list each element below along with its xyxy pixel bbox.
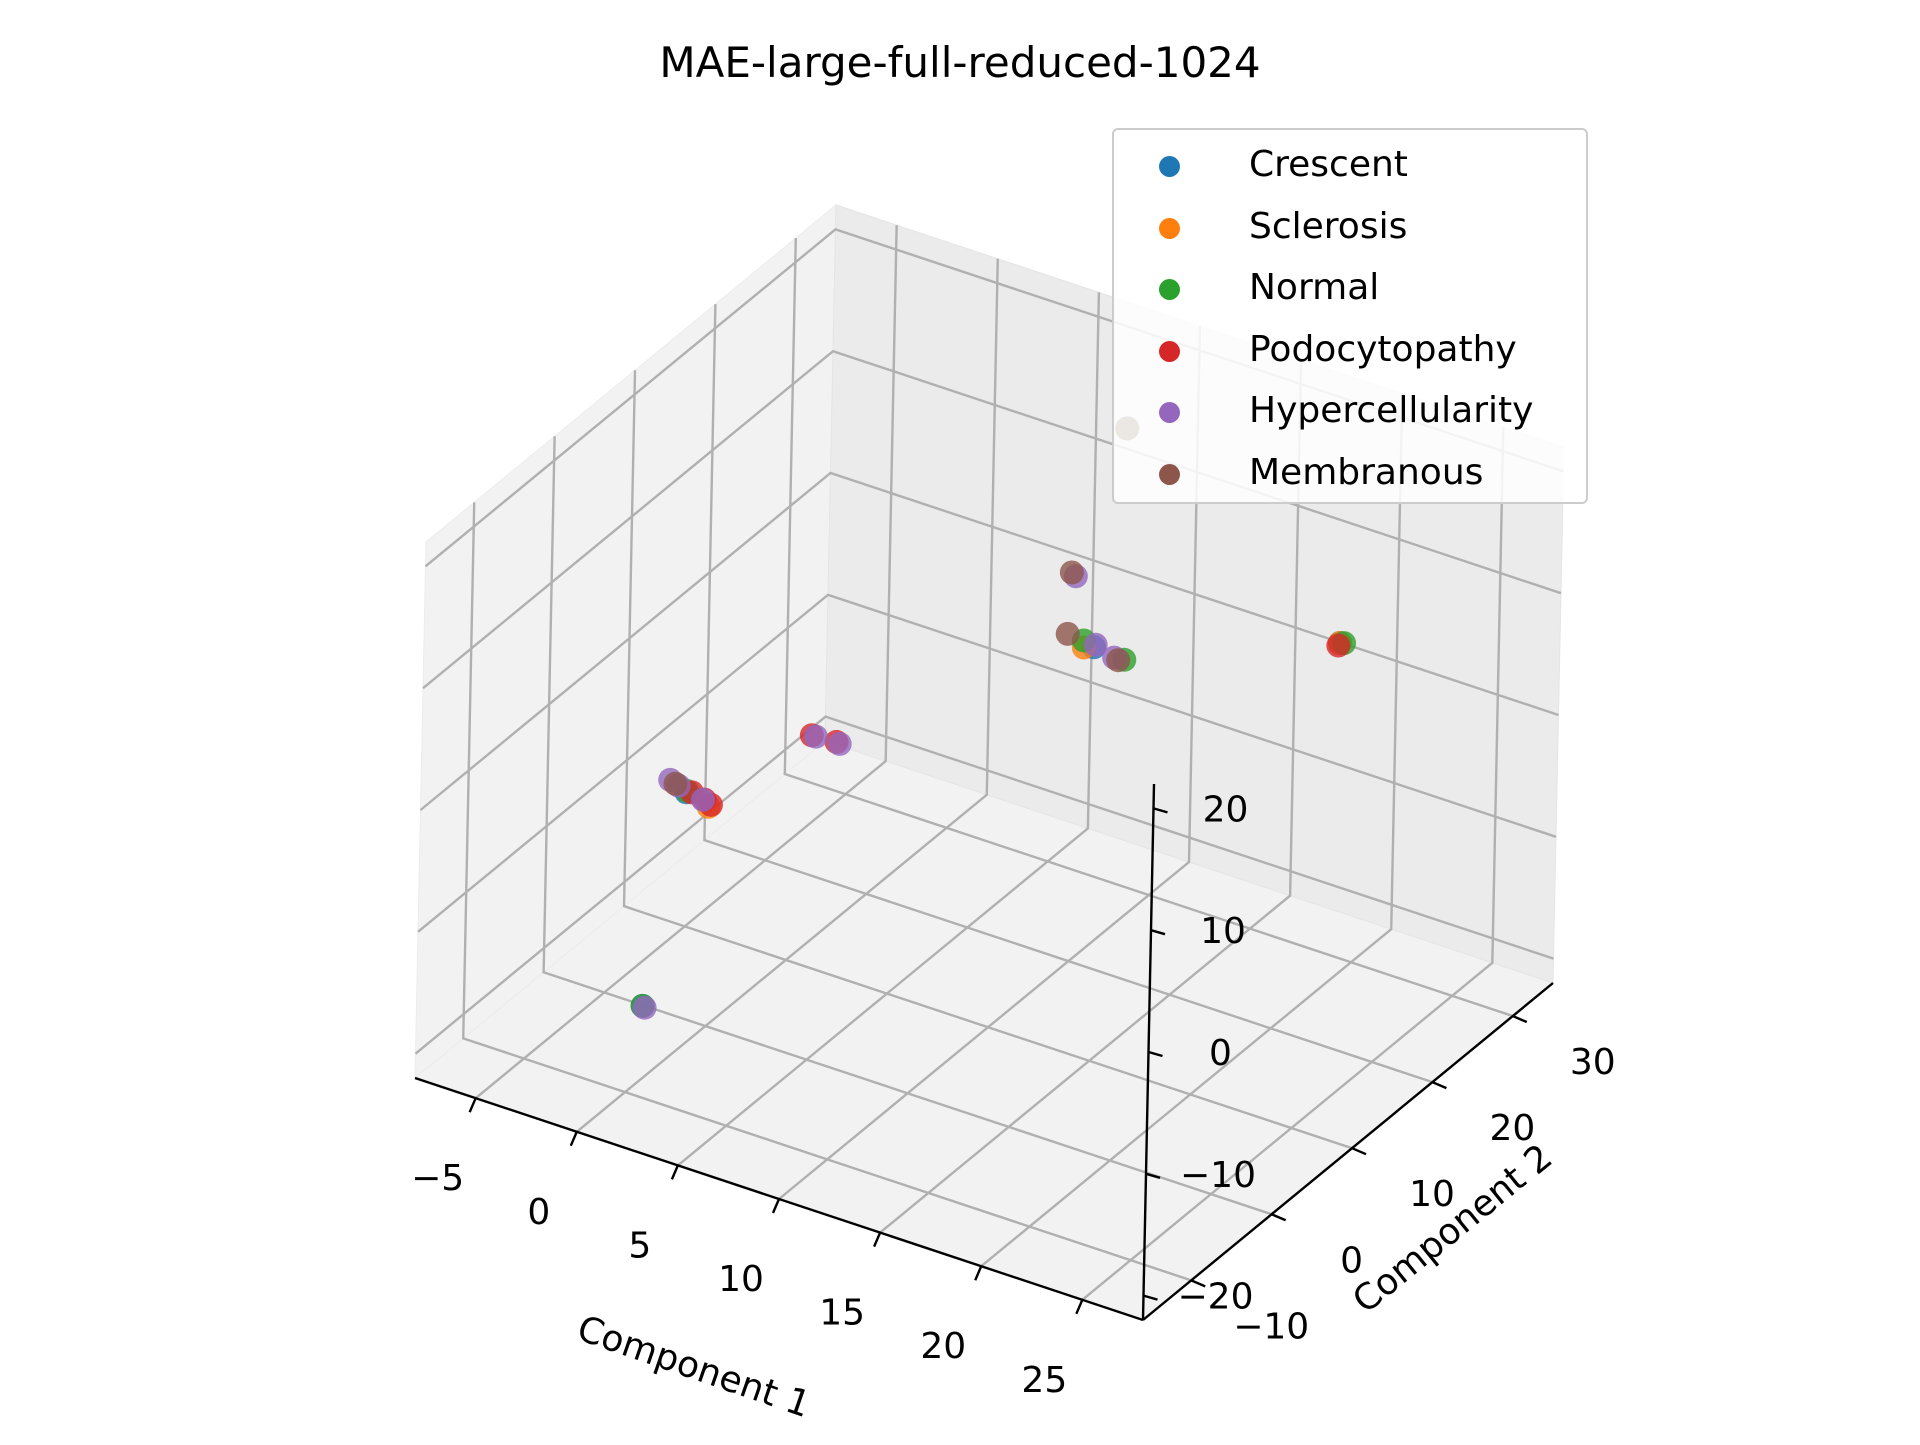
tick-marks: [468, 807, 1528, 1315]
y-grid-line: [703, 304, 1433, 1084]
z-tick: [1150, 929, 1166, 936]
y-grid-line: [783, 238, 1514, 1018]
data-points: [630, 416, 1357, 1020]
z-grid-line: [422, 349, 1562, 690]
y-tick: [1351, 1147, 1367, 1156]
y-grid-line: [622, 370, 1353, 1150]
legend-entry: Membranous: [1114, 448, 1584, 498]
data-point: [663, 771, 688, 796]
legend-marker: [1159, 279, 1180, 300]
legend-marker: [1159, 463, 1180, 485]
y-tick-label: −10: [1233, 1306, 1309, 1347]
data-point: [1059, 560, 1084, 585]
z-tick: [1145, 1172, 1161, 1179]
legend-label: Sclerosis: [1249, 205, 1408, 247]
x-tick: [974, 1265, 983, 1281]
data-point: [827, 731, 852, 756]
x-grid-line: [879, 359, 1303, 1234]
y-tick: [1271, 1213, 1287, 1222]
legend-marker: [1159, 156, 1180, 177]
chart-title: MAE-large-full-reduced-1024: [659, 38, 1261, 87]
x-grid-line: [1081, 426, 1505, 1301]
legend-entry: Normal: [1114, 263, 1584, 313]
legend: Crescent Sclerosis Normal Podocytopathy Hype…: [1112, 128, 1588, 504]
x-grid-line: [474, 225, 898, 1100]
x-grid-line: [576, 258, 999, 1133]
y-tick: [1431, 1081, 1447, 1090]
data-point: [1055, 621, 1080, 646]
z-tick-label: 20: [1203, 789, 1249, 830]
x-tick-label: −5: [411, 1158, 464, 1199]
z-tick: [1143, 1294, 1158, 1301]
x-tick: [1075, 1299, 1084, 1315]
y-tick: [1512, 1014, 1528, 1024]
y-grid-line: [542, 436, 1273, 1216]
x-grid-line: [677, 292, 1101, 1167]
grid-lines: [414, 225, 1564, 1301]
x-tick-label: 10: [718, 1259, 764, 1300]
legend-marker: [1159, 402, 1180, 423]
legend-label: Membranous: [1249, 451, 1484, 493]
legend-label: Hypercellularity: [1249, 390, 1534, 431]
legend-entry: Podocytopathy: [1114, 325, 1584, 375]
legend-marker: [1159, 217, 1180, 239]
y-grid-line: [462, 502, 1192, 1282]
z-tick-label: −20: [1178, 1277, 1254, 1318]
y-tick-label: 10: [1409, 1174, 1455, 1215]
legend-entry: Hypercellularity: [1114, 386, 1584, 436]
x-grid-line: [980, 393, 1404, 1268]
x-tick: [670, 1164, 679, 1180]
z-tick-label: 10: [1200, 911, 1246, 952]
y-tick: [1190, 1279, 1206, 1288]
z-tick: [1148, 1050, 1163, 1058]
legend-entry: Crescent: [1114, 140, 1584, 190]
x-tick: [569, 1131, 578, 1147]
z-tick: [1153, 807, 1168, 814]
z-grid-line: [414, 715, 1554, 1055]
legend-label: Crescent: [1249, 144, 1408, 185]
legend-entry: Sclerosis: [1114, 202, 1584, 252]
z-grid-line: [419, 471, 1559, 811]
x-axis-label: Component 1: [572, 1308, 815, 1426]
x-grid-line: [778, 325, 1202, 1200]
data-point: [1083, 632, 1108, 657]
legend-label: Normal: [1249, 267, 1380, 308]
data-point: [632, 995, 657, 1020]
x-tick-label: 0: [527, 1192, 550, 1233]
x-tick-label: 20: [920, 1326, 966, 1367]
y-tick-label: 0: [1340, 1240, 1363, 1281]
data-point: [1106, 648, 1131, 673]
legend-label: Podocytopathy: [1249, 328, 1517, 370]
legend-marker: [1159, 340, 1180, 362]
z-grid-line: [417, 593, 1557, 933]
x-tick: [771, 1198, 781, 1214]
x-tick-label: 25: [1021, 1360, 1067, 1401]
data-point: [1326, 633, 1351, 658]
y-tick-label: 20: [1490, 1108, 1536, 1149]
z-tick-label: −10: [1180, 1155, 1256, 1196]
y-axis-line: [1142, 982, 1554, 1321]
x-tick: [468, 1097, 477, 1113]
z-tick-label: 0: [1209, 1033, 1232, 1074]
x-tick-label: 15: [819, 1293, 865, 1334]
data-point: [690, 787, 715, 812]
y-axis-label: Component 2: [1345, 1137, 1560, 1322]
data-point: [803, 724, 828, 749]
x-tick: [873, 1232, 882, 1248]
x-tick-label: 5: [628, 1225, 651, 1266]
y-tick-label: 30: [1570, 1042, 1616, 1083]
